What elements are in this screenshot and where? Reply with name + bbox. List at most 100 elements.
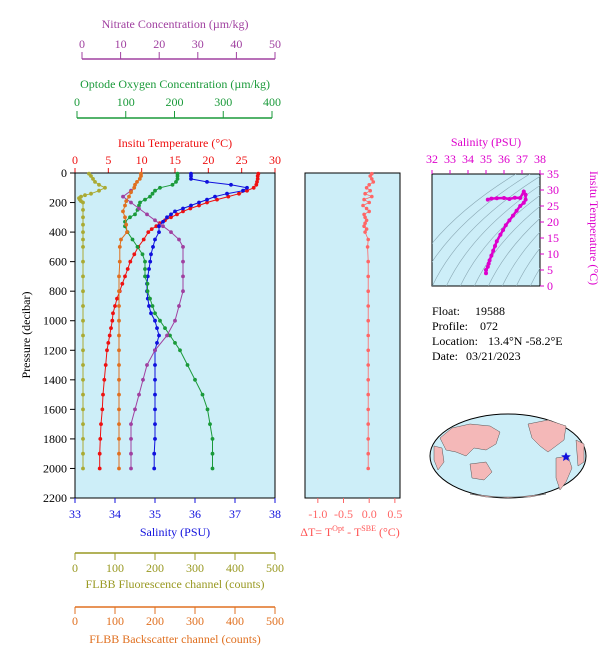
- salinity-point: [149, 252, 153, 257]
- backscatter-tick-label: 100: [106, 614, 124, 628]
- optode-oxygen-concentration-point: [145, 289, 150, 294]
- insitu-temperature-point: [175, 212, 179, 217]
- insitu-temperature-point: [197, 203, 201, 208]
- nitrate-concentration-point: [177, 237, 181, 242]
- insitu-temperature-point: [113, 304, 117, 308]
- delta-t-point: [370, 194, 374, 199]
- salinity-point: [147, 267, 151, 271]
- delta-t-title-end: (°C): [376, 525, 400, 539]
- world-map: [429, 413, 587, 499]
- delta-t-point: [366, 274, 371, 279]
- nitrate-concentration-point: [181, 289, 185, 294]
- flbb-backscatter-channel-point: [139, 174, 143, 178]
- ts-point: [494, 239, 499, 244]
- salinity-point: [169, 212, 173, 217]
- flbb-backscatter-channel-point: [117, 304, 121, 308]
- ts-temperature-axis-title: Insitu Temperature (°C): [587, 171, 601, 285]
- optode-oxygen-concentration-point: [143, 259, 147, 264]
- insitu-temperature-point: [132, 252, 137, 257]
- ts-point: [493, 244, 497, 248]
- flbb-fluorescence-channel-point: [81, 304, 85, 308]
- salinity-point: [161, 219, 165, 224]
- ts-point: [511, 213, 515, 218]
- pressure-tick-label: 800: [49, 284, 67, 298]
- flbb-backscatter-channel-point: [123, 215, 127, 220]
- nitrate-tick-label: 0: [79, 37, 85, 51]
- ts-salinity-tick-label: 34: [462, 152, 474, 166]
- ts-point: [501, 228, 506, 232]
- insitu-temperature-point: [128, 259, 133, 264]
- optode-oxygen-concentration-point: [140, 252, 145, 257]
- delta-t-point: [367, 183, 372, 187]
- ts-point: [487, 258, 492, 263]
- optode-oxygen-concentration-point: [133, 212, 137, 217]
- insitu-temperature-point: [169, 215, 173, 220]
- insitu-temperature-point: [107, 333, 112, 338]
- pressure-tick-label: 1000: [43, 314, 67, 328]
- temperature-tick-label: 0: [72, 153, 78, 167]
- ts-point: [523, 192, 528, 197]
- insitu-temperature-point: [109, 326, 113, 330]
- ts-point: [491, 248, 496, 253]
- delta-t-axis: -1.0 -0.5 0.0 0.5: [308, 498, 402, 521]
- delta-t-point: [366, 318, 371, 323]
- oxygen-tick-label: 100: [117, 95, 135, 109]
- insitu-temperature-point: [154, 224, 159, 229]
- ts-point: [518, 196, 523, 200]
- delta-t-point: [366, 237, 371, 242]
- ts-density-contour: [530, 267, 540, 286]
- delta-t-point: [371, 180, 376, 184]
- temperature-axis-title: Insitu Temperature (°C): [118, 136, 232, 150]
- salinity-point: [153, 392, 157, 397]
- nitrate-concentration-point: [145, 363, 149, 367]
- ts-temperature-tick-label: 35: [547, 167, 559, 181]
- temperature-tick-label: 10: [136, 153, 148, 167]
- optode-oxygen-concentration-point: [208, 422, 212, 426]
- salinity-point: [241, 188, 245, 193]
- insitu-temperature-point: [149, 227, 154, 232]
- flbb-backscatter-channel-point: [117, 259, 122, 264]
- optode-oxygen-concentration-point: [210, 437, 215, 441]
- delta-t-point: [366, 348, 371, 353]
- map-continents: [433, 419, 585, 499]
- profile-value: 072: [480, 319, 498, 333]
- nitrate-concentration-point: [145, 212, 149, 217]
- insitu-temperature-point: [97, 451, 102, 456]
- delta-t-point: [362, 224, 366, 228]
- optode-oxygen-concentration-point: [163, 326, 167, 330]
- optode-oxygen-concentration-point: [148, 296, 152, 301]
- flbb-backscatter-channel-point: [123, 203, 127, 208]
- salinity-point: [151, 245, 155, 249]
- flbb-backscatter-channel-point: [119, 237, 123, 242]
- delta-t-point: [366, 451, 371, 456]
- optode-oxygen-concentration-point: [137, 203, 141, 208]
- insitu-temperature-point: [115, 296, 119, 301]
- nitrate-concentration-point: [165, 333, 169, 338]
- oxygen-tick-label: 300: [214, 95, 232, 109]
- temperature-tick-label: 5: [105, 153, 111, 167]
- nitrate-tick-label: 10: [115, 37, 127, 51]
- fluorescence-tick-label: 500: [266, 561, 284, 575]
- fluorescence-tick-label: 400: [226, 561, 244, 575]
- ts-point: [514, 208, 519, 213]
- nitrate-concentration-point: [129, 466, 133, 471]
- salinity-point: [157, 333, 161, 338]
- flbb-backscatter-channel-point: [117, 407, 121, 412]
- insitu-temperature-point: [141, 237, 146, 242]
- optode-oxygen-concentration-point: [138, 200, 142, 205]
- optode-oxygen-concentration-point: [205, 407, 210, 412]
- temperature-tick-label: 25: [236, 153, 248, 167]
- flbb-backscatter-channel-point: [125, 230, 129, 235]
- ts-point: [503, 223, 508, 228]
- flbb-backscatter-channel-point: [135, 180, 139, 184]
- flbb-fluorescence-channel-point: [97, 188, 101, 193]
- flbb-fluorescence-channel-point: [81, 348, 85, 353]
- insitu-temperature-point: [245, 188, 249, 193]
- delta-t-point: [368, 174, 373, 178]
- pressure-axis-title: Pressure (decibar): [19, 292, 33, 379]
- location-label: Location:: [432, 334, 478, 348]
- flbb-fluorescence-channel-point: [89, 191, 93, 196]
- ts-temperature-tick-label: 5: [547, 263, 553, 277]
- float-info: Float: 19588 Profile: 072 Location: 13.4…: [432, 304, 563, 363]
- temperature-tick-label: 15: [169, 153, 181, 167]
